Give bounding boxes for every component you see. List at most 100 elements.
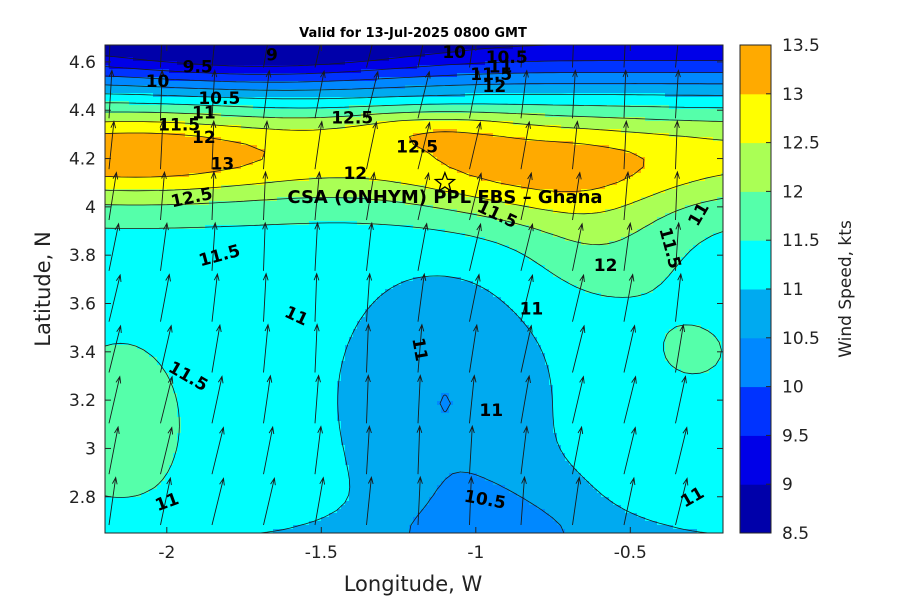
contour-label: 9: [266, 46, 278, 66]
colorbar-segment: [740, 337, 771, 388]
wind-arrow: [675, 272, 683, 322]
wind-arrow: [160, 222, 169, 271]
wind-arrow: [211, 375, 224, 424]
contour-label: 12: [483, 77, 507, 97]
wind-arrow: [520, 475, 527, 526]
contour-label: 11: [489, 58, 513, 78]
contour-label: 10.5: [486, 48, 528, 68]
colorbar: 8.5 9 9.5 10 10.5 11 11.5 12 12.5 13 13.5: [739, 36, 820, 544]
wind-arrow: [262, 272, 269, 322]
wind-arrow: [159, 69, 165, 119]
wind-arrow: [108, 476, 118, 526]
x-tick-label: -1.5: [305, 543, 338, 563]
contour-fill: [105, 45, 723, 533]
wind-arrow: [263, 374, 273, 424]
colorbar-segment: [740, 93, 771, 144]
wind-arrow: [520, 45, 524, 68]
wind-arrow: [159, 119, 166, 170]
wind-arrow: [108, 222, 121, 271]
wind-arrow: [520, 324, 533, 373]
wind-arrow: [108, 45, 111, 68]
wind-arrow: [469, 323, 479, 373]
wind-arrow: [520, 273, 534, 322]
contour-label: 12: [343, 164, 367, 184]
wind-arrow: [366, 70, 380, 119]
y-axis-label: Latitude, N: [31, 231, 55, 347]
contour-label: 12.5: [396, 137, 438, 157]
wind-arrow: [263, 477, 276, 526]
wind-arrow: [263, 45, 268, 68]
colorbar-tick-label: 12.5: [782, 134, 820, 154]
contour-label: 12: [192, 128, 216, 148]
wind-arrow: [469, 69, 481, 119]
wind-arrow: [572, 120, 580, 170]
contour-line: [105, 72, 723, 83]
wind-arrow: [314, 374, 321, 424]
wind-arrow: [366, 424, 372, 475]
wind-arrow: [211, 45, 215, 68]
y-tick-label: 2.8: [69, 488, 96, 508]
wind-arrow: [469, 45, 474, 68]
wind-arrow: [210, 119, 217, 170]
wind-arrow: [675, 375, 687, 424]
wind-arrow: [417, 70, 431, 119]
wind-arrow: [520, 120, 531, 170]
plot-frame: [104, 44, 724, 534]
y-axis: 2.8 3 3.2 3.4 3.6 3.8 4 4.2 4.4 4.6: [69, 53, 723, 508]
wind-arrow: [572, 45, 574, 68]
wind-arrow: [417, 374, 423, 424]
x-axis-label: Longitude, W: [344, 572, 483, 596]
wind-arrow: [572, 375, 585, 424]
wind-arrow: [366, 120, 378, 170]
wind-arrow: [623, 119, 629, 170]
wind-arrow: [160, 45, 163, 68]
site-star-icon: [433, 170, 457, 193]
colorbar-segment: [740, 386, 771, 436]
wind-arrow: [675, 45, 679, 68]
wind-arrow: [572, 476, 582, 526]
wind-arrow: [572, 69, 578, 119]
y-tick-label: 3.2: [69, 391, 96, 411]
wind-arrow: [572, 425, 584, 475]
wind-arrow: [623, 221, 633, 271]
wind-arrow: [469, 121, 482, 170]
wind-arrow: [211, 69, 218, 119]
wind-arrow: [210, 170, 217, 221]
wind-arrow: [211, 477, 225, 526]
colorbar-tick-label: 11.5: [782, 231, 820, 251]
contour-lines: [105, 45, 723, 533]
wind-arrow: [469, 222, 482, 271]
wind-arrow: [211, 323, 222, 373]
wind-arrow: [314, 69, 326, 119]
contour-label: 12.5: [331, 108, 373, 128]
wind-arrow: [211, 272, 220, 322]
contour-label: 11.5: [158, 116, 200, 136]
wind-arrow: [160, 375, 174, 424]
wind-arrow: [211, 426, 225, 475]
contour-label: 11: [520, 299, 544, 319]
wind-arrow: [108, 375, 122, 424]
wind-arrow: [160, 170, 167, 221]
wind-arrow: [675, 323, 686, 373]
wind-arrow: [623, 324, 636, 373]
contour-label: 12: [594, 256, 618, 276]
wind-arrow: [572, 171, 582, 221]
wind-arrow: [211, 221, 218, 271]
wind-arrow: [623, 476, 636, 526]
wind-arrow: [108, 171, 119, 221]
wind-arrow: [469, 172, 483, 221]
colorbar-tick-label: 12: [782, 182, 804, 202]
colorbar-tick-label: 9: [782, 475, 793, 495]
contour-label: 13: [211, 154, 235, 174]
wind-arrow: [674, 119, 680, 170]
wind-arrow: [520, 374, 531, 424]
wind-arrow: [263, 425, 275, 475]
colorbar-segment: [740, 45, 771, 95]
contour-line: [105, 119, 723, 215]
wind-arrow: [160, 273, 171, 322]
wind-arrow: [417, 222, 429, 271]
wind-arrow: [263, 69, 272, 119]
wind-arrow: [262, 170, 269, 221]
wind-arrow: [262, 221, 268, 271]
wind-arrow: [263, 323, 271, 373]
